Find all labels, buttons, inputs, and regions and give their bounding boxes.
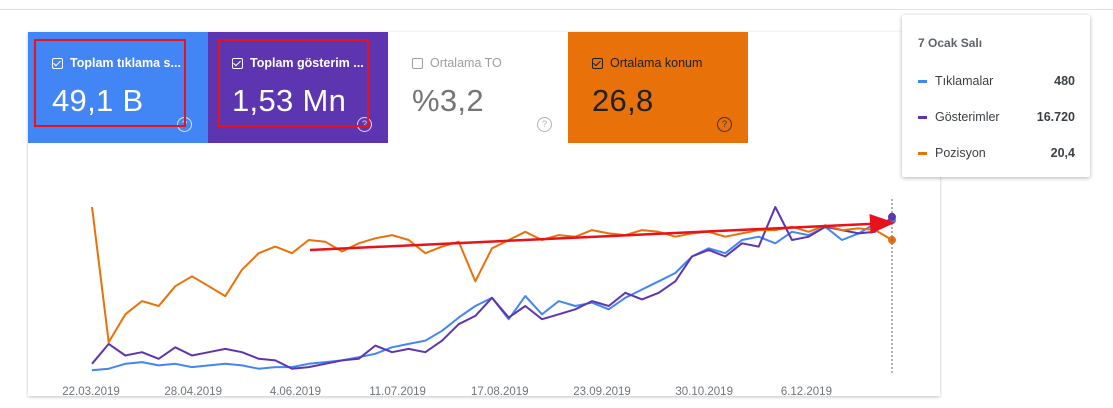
help-icon[interactable]: ? <box>357 117 372 132</box>
top-divider <box>0 9 1113 10</box>
checkbox-icon[interactable] <box>232 57 243 69</box>
tooltip-series-name: Tıklamalar <box>935 74 994 88</box>
metric-value: %3,2 <box>412 83 484 118</box>
x-tick-label: 6.12.2019 <box>781 386 832 396</box>
x-tick-label: 17.08.2019 <box>471 386 529 396</box>
metric-label: Ortalama konum <box>610 56 703 70</box>
tooltip-series-value: 16.720 <box>1036 110 1075 124</box>
legend-swatch <box>918 79 927 83</box>
tooltip-series-name: Pozisyon <box>935 146 986 160</box>
help-icon[interactable]: ? <box>717 117 732 132</box>
series-line-impressions <box>91 206 893 370</box>
metric-label: Toplam gösterim ... <box>250 56 364 70</box>
tooltip-series-value: 480 <box>1054 74 1075 88</box>
metric-value: 49,1 B <box>52 83 144 118</box>
legend-swatch <box>918 151 927 155</box>
legend-swatch <box>918 115 927 119</box>
metric-label: Ortalama TO <box>430 56 502 70</box>
chart-tooltip: 7 Ocak Salı Tıklamalar 480 Gösterimler 1… <box>902 15 1090 177</box>
performance-chart[interactable]: 22.03.2019 28.04.2019 4.06.2019 11.07.2019 1… <box>28 143 940 396</box>
x-tick-label: 22.03.2019 <box>62 386 120 396</box>
x-tick-label: 23.09.2019 <box>573 386 631 396</box>
tooltip-row-position: Pozisyon 20,4 <box>918 135 1075 171</box>
metric-label: Toplam tıklama s... <box>70 56 181 70</box>
tooltip-series-name: Gösterimler <box>935 110 1000 124</box>
x-tick-label: 30.10.2019 <box>675 386 733 396</box>
checkbox-icon[interactable] <box>592 57 603 69</box>
x-tick-label: 4.06.2019 <box>270 386 321 396</box>
metric-value: 1,53 Mn <box>232 83 347 118</box>
metric-total-impressions[interactable]: Toplam gösterim ... 1,53 Mn ? <box>208 32 388 143</box>
metric-average-ctr[interactable]: Ortalama TO %3,2 ? <box>388 32 568 143</box>
tooltip-date: 7 Ocak Salı <box>918 36 983 50</box>
metric-value: 26,8 <box>592 83 654 118</box>
checkbox-icon[interactable] <box>412 57 423 69</box>
metric-total-clicks[interactable]: Toplam tıklama s... 49,1 B ? <box>28 32 208 143</box>
help-icon[interactable]: ? <box>537 117 552 132</box>
trend-arrow <box>309 213 895 252</box>
tooltip-row-clicks: Tıklamalar 480 <box>918 63 1075 99</box>
performance-card: Toplam tıklama s... 49,1 B ? Toplam göst… <box>28 32 940 396</box>
tooltip-series-value: 20,4 <box>1050 146 1075 160</box>
checkbox-icon[interactable] <box>52 57 63 69</box>
help-icon[interactable]: ? <box>177 117 192 132</box>
tooltip-row-impressions: Gösterimler 16.720 <box>918 99 1075 135</box>
x-tick-label: 28.04.2019 <box>164 386 222 396</box>
metric-average-position[interactable]: Ortalama konum 26,8 ? <box>568 32 748 143</box>
x-tick-label: 11.07.2019 <box>369 386 426 396</box>
